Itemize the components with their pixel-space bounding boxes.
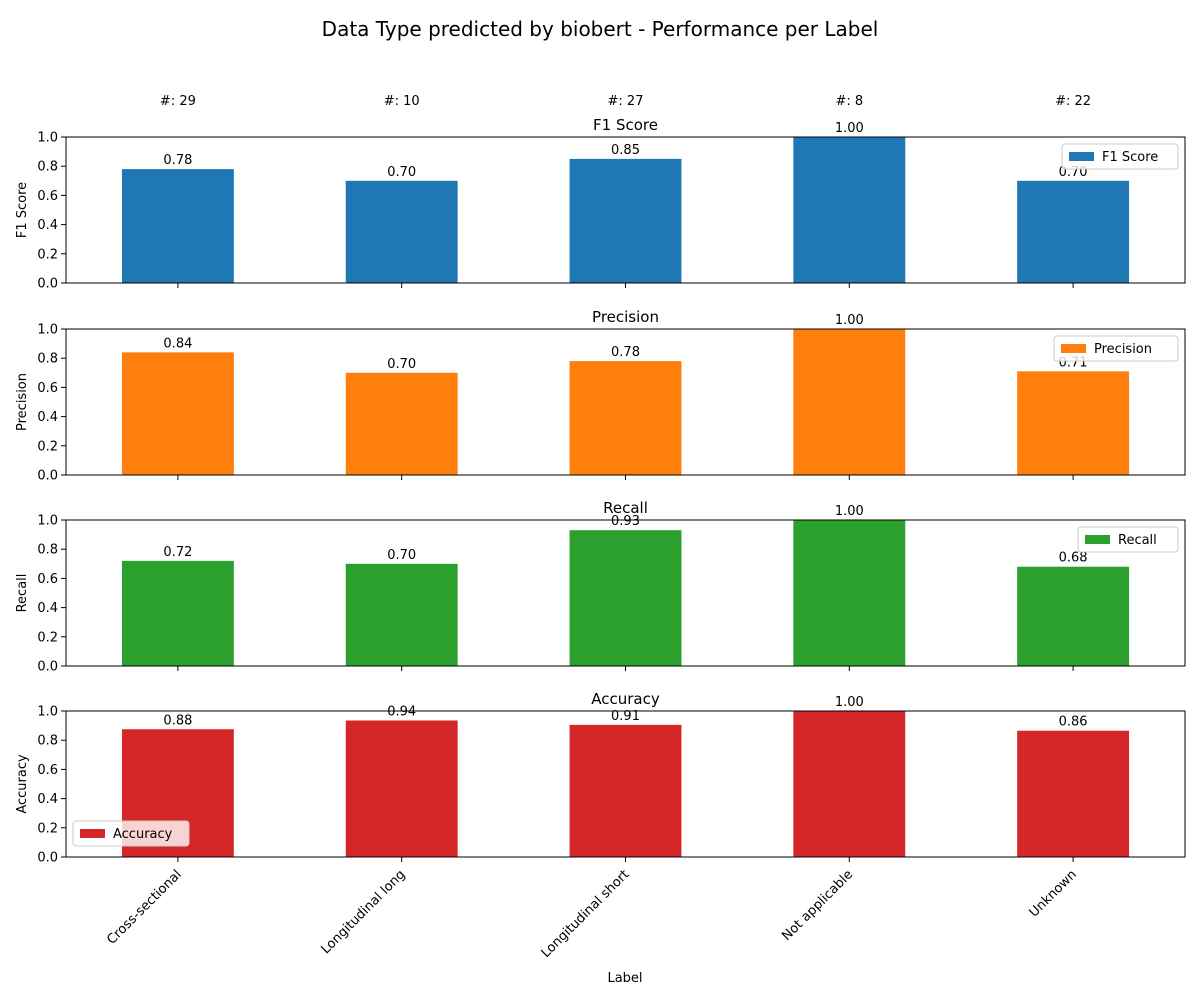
bar-value-label: 0.78 — [163, 153, 192, 168]
legend-label: Precision — [1094, 342, 1152, 357]
y-tick-label: 0.4 — [37, 410, 58, 425]
x-tick-label: Longitudinal long — [319, 867, 409, 957]
bar-value-label: 0.78 — [611, 345, 640, 360]
bar-recall — [793, 520, 906, 666]
x-tick-label: Longitudinal short — [539, 867, 633, 961]
bar-value-label: 0.93 — [611, 514, 640, 529]
bar-value-label: 1.00 — [835, 695, 864, 710]
count-label: #: 22 — [1055, 94, 1091, 109]
bar-value-label: 0.72 — [163, 545, 192, 560]
count-label: #: 8 — [835, 94, 863, 109]
bar-value-label: 1.00 — [835, 121, 864, 136]
legend-box — [1053, 335, 1179, 362]
y-axis-label: Accuracy — [15, 754, 30, 814]
y-tick-label: 0.2 — [37, 821, 58, 836]
y-tick-label: 0.8 — [37, 352, 58, 367]
count-label: #: 29 — [160, 94, 196, 109]
panel-title: Precision — [592, 308, 659, 326]
legend-box — [1077, 526, 1179, 553]
y-tick-label: 0.2 — [37, 247, 58, 262]
bar-precision — [793, 329, 906, 475]
bar-precision — [121, 352, 234, 475]
bar-recall — [569, 530, 682, 666]
y-tick-label: 0.8 — [37, 543, 58, 558]
bar-value-label: 1.00 — [835, 313, 864, 328]
legend-label: F1 Score — [1102, 150, 1158, 165]
bar-recall — [1017, 566, 1130, 666]
legend-label: Accuracy — [113, 827, 173, 842]
y-tick-label: 0.6 — [37, 189, 58, 204]
y-tick-label: 0.4 — [37, 218, 58, 233]
bar-accuracy — [345, 720, 458, 857]
bar-value-label: 0.68 — [1059, 551, 1088, 566]
bar-value-label: 0.86 — [1059, 715, 1088, 730]
y-tick-label: 0.8 — [37, 734, 58, 749]
bar-precision — [345, 372, 458, 475]
bar-value-label: 0.84 — [163, 336, 192, 351]
y-tick-label: 0.0 — [37, 851, 58, 866]
y-tick-label: 0.4 — [37, 792, 58, 807]
legend-swatch — [1069, 152, 1094, 161]
legend-swatch — [80, 829, 105, 838]
y-tick-label: 0.6 — [37, 381, 58, 396]
x-tick-label: Unknown — [1027, 867, 1080, 920]
bar-value-label: 0.94 — [387, 704, 416, 719]
bar-value-label: 1.00 — [835, 504, 864, 519]
bar-precision — [569, 361, 682, 475]
y-axis-label: Recall — [15, 574, 30, 613]
legend-swatch — [1085, 535, 1110, 544]
bar-accuracy — [569, 724, 682, 857]
y-tick-label: 1.0 — [37, 323, 58, 338]
y-axis-label: F1 Score — [15, 182, 30, 238]
y-tick-label: 1.0 — [37, 705, 58, 720]
bar-f1-score — [121, 169, 234, 283]
x-tick-label: Cross-sectional — [104, 867, 184, 947]
legend-box — [1061, 143, 1179, 170]
y-tick-label: 0.0 — [37, 660, 58, 675]
legend-label: Recall — [1118, 533, 1157, 548]
y-tick-label: 0.4 — [37, 601, 58, 616]
bar-value-label: 0.88 — [163, 713, 192, 728]
bar-value-label: 0.70 — [387, 357, 416, 372]
y-tick-label: 0.6 — [37, 763, 58, 778]
bar-precision — [1017, 371, 1130, 475]
bar-accuracy — [1017, 730, 1130, 857]
y-tick-label: 0.2 — [37, 630, 58, 645]
x-axis-label: Label — [607, 971, 642, 986]
panel-title: Recall — [603, 499, 648, 517]
y-tick-label: 0.2 — [37, 439, 58, 454]
x-tick-label: Not applicable — [779, 867, 856, 944]
y-tick-label: 0.6 — [37, 572, 58, 587]
bar-recall — [345, 563, 458, 666]
bar-value-label: 0.91 — [611, 709, 640, 724]
count-label: #: 27 — [608, 94, 644, 109]
bar-recall — [121, 560, 234, 666]
y-tick-label: 0.0 — [37, 469, 58, 484]
y-axis-label: Precision — [15, 373, 30, 431]
bar-f1-score — [345, 180, 458, 283]
bar-f1-score — [793, 137, 906, 283]
y-tick-label: 1.0 — [37, 514, 58, 529]
bar-f1-score — [1017, 180, 1130, 283]
count-label: #: 10 — [384, 94, 420, 109]
bar-f1-score — [569, 158, 682, 283]
bar-value-label: 0.70 — [387, 548, 416, 563]
legend-box — [72, 820, 190, 847]
panel-title: F1 Score — [593, 116, 658, 134]
y-tick-label: 1.0 — [37, 131, 58, 146]
bar-accuracy — [793, 711, 906, 857]
panel-title: Accuracy — [591, 690, 660, 708]
chart-title: Data Type predicted by biobert - Perform… — [322, 17, 879, 41]
bar-value-label: 0.70 — [387, 165, 416, 180]
y-tick-label: 0.0 — [37, 277, 58, 292]
bar-value-label: 0.85 — [611, 143, 640, 158]
y-tick-label: 0.8 — [37, 160, 58, 175]
legend-swatch — [1061, 344, 1086, 353]
